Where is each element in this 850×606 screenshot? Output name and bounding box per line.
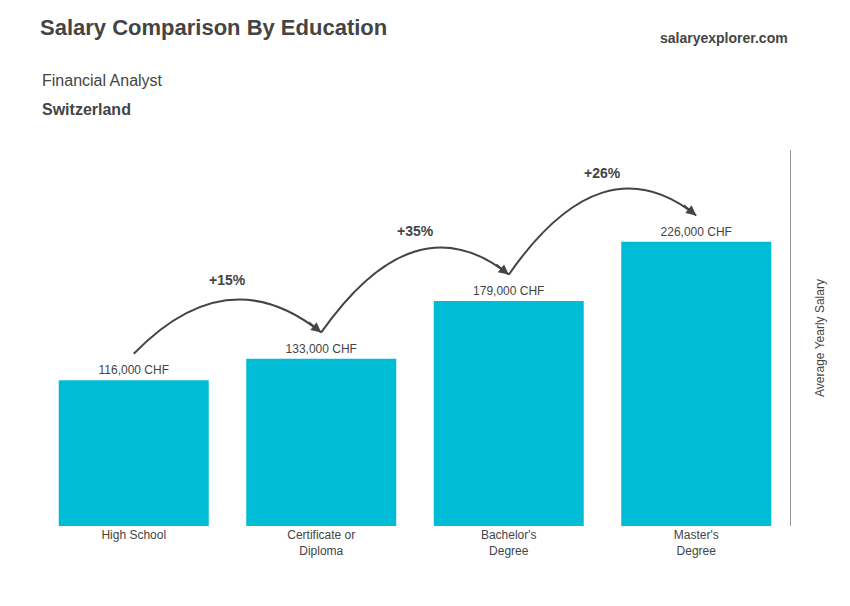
svg-text:Master'sDegree: Master'sDegree: [674, 528, 719, 558]
svg-text:+26%: +26%: [584, 165, 621, 181]
svg-text:+15%: +15%: [209, 272, 246, 288]
svg-text:133,000 CHF: 133,000 CHF: [286, 342, 357, 356]
svg-text:Salary Comparison By Education: Salary Comparison By Education: [40, 15, 387, 40]
svg-text:Average Yearly Salary: Average Yearly Salary: [813, 279, 827, 397]
svg-text:226,000 CHF: 226,000 CHF: [661, 225, 732, 239]
svg-text:Switzerland: Switzerland: [42, 101, 131, 118]
svg-text:179,000 CHF: 179,000 CHF: [473, 284, 544, 298]
svg-text:salaryexplorer.com: salaryexplorer.com: [660, 30, 788, 46]
svg-text:High School: High School: [101, 528, 166, 542]
svg-text:116,000 CHF: 116,000 CHF: [99, 363, 169, 377]
svg-text:Certificate orDiploma: Certificate orDiploma: [287, 528, 355, 558]
svg-text:+35%: +35%: [397, 223, 434, 239]
svg-text:Financial Analyst: Financial Analyst: [42, 72, 163, 89]
svg-text:Bachelor'sDegree: Bachelor'sDegree: [481, 528, 537, 558]
